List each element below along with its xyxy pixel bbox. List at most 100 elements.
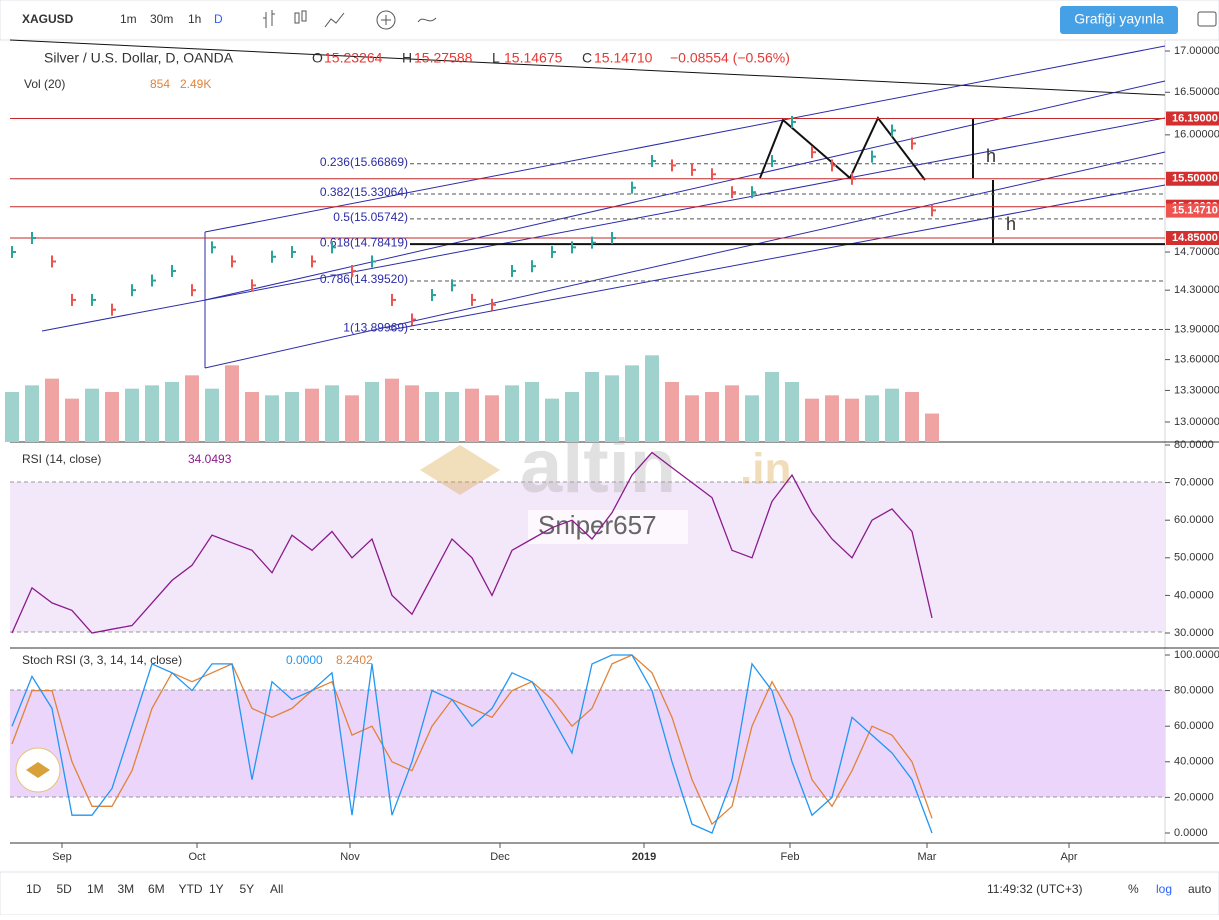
interval[interactable]: D	[214, 12, 223, 26]
stoch-band	[10, 690, 1165, 797]
y-tick-label: 40.0000	[1174, 756, 1214, 768]
volume-bar	[545, 398, 559, 442]
range-button[interactable]: 1Y	[209, 882, 224, 896]
volume-bar	[485, 395, 499, 442]
y-tick-label: 80.0000	[1174, 685, 1214, 697]
volume-bar	[865, 395, 879, 442]
volume-bar	[385, 378, 399, 442]
pct-toggle[interactable]: %	[1128, 882, 1139, 896]
fib-label: 0.786(14.39520)	[320, 272, 408, 286]
volume-bar	[925, 413, 939, 442]
y-tick-label: 20.0000	[1174, 791, 1214, 803]
legend-name: Silver / U.S. Dollar, D, OANDA	[44, 50, 234, 66]
volume-bar	[785, 382, 799, 442]
volume-bar	[565, 392, 579, 442]
volume-bar	[205, 388, 219, 442]
toolbar-icons	[263, 10, 1217, 30]
volume-bar	[585, 372, 599, 442]
volume-bar	[765, 372, 779, 442]
range-button[interactable]: YTD	[179, 882, 203, 896]
y-tick-label: 40.0000	[1174, 589, 1214, 601]
range-button[interactable]: 5D	[57, 882, 73, 896]
y-tick-label: 16.50000	[1174, 86, 1219, 98]
legend-key: O	[312, 50, 323, 66]
interval[interactable]: 30m	[150, 12, 173, 26]
level-label: 15.14710	[1172, 205, 1218, 217]
volume-bar	[465, 388, 479, 442]
range-button[interactable]: 1M	[87, 882, 104, 896]
fib-label: 0.5(15.05742)	[333, 210, 408, 224]
volume-bar	[445, 392, 459, 442]
interval[interactable]: 1m	[120, 12, 137, 26]
level-tag	[1166, 171, 1219, 186]
range-button[interactable]: 5Y	[240, 882, 255, 896]
volume-bar	[25, 385, 39, 442]
x-tick-label: Feb	[781, 851, 800, 863]
range-button[interactable]: All	[270, 882, 283, 896]
volume-bar	[725, 385, 739, 442]
x-tick-label: Apr	[1060, 851, 1077, 863]
volume-bar	[225, 365, 239, 442]
interval[interactable]: 1h	[188, 12, 201, 26]
y-tick-label: 60.0000	[1174, 720, 1214, 732]
clock: 11:49:32 (UTC+3)	[987, 882, 1083, 896]
publish-label[interactable]: Grafiği yayınla	[1074, 11, 1164, 27]
watermark-tld: .in	[740, 445, 791, 494]
volume-bar	[165, 382, 179, 442]
x-tick-label: Nov	[340, 851, 360, 863]
range-button[interactable]: 1D	[26, 882, 42, 896]
level-label: 15.50000	[1172, 173, 1218, 185]
legend-key: H	[402, 50, 412, 66]
volume-bar	[845, 398, 859, 442]
level-tag	[1166, 111, 1219, 126]
y-tick-label: 70.0000	[1174, 477, 1214, 489]
stoch-d-line	[11, 654, 933, 826]
volume-bar	[245, 392, 259, 442]
y-tick-label: 0.0000	[1174, 827, 1208, 839]
auto-toggle[interactable]: auto	[1188, 882, 1212, 896]
volume-bar	[325, 385, 339, 442]
log-toggle[interactable]: log	[1156, 882, 1172, 896]
legend-value: 15.23264	[324, 50, 383, 66]
volume-bar	[605, 375, 619, 442]
y-tick-label: 60.0000	[1174, 514, 1214, 526]
x-tick-label: Oct	[188, 851, 205, 863]
range-button[interactable]: 6M	[148, 882, 165, 896]
fib-label: 0.382(15.33064)	[320, 185, 408, 199]
legend-value: 15.14675	[504, 50, 563, 66]
stoch-k-line	[11, 654, 933, 834]
x-tick-label: Sep	[52, 851, 72, 863]
volume-bar	[285, 392, 299, 442]
range-button[interactable]: 3M	[118, 882, 135, 896]
y-tick-label: 100.0000	[1174, 649, 1219, 661]
legend-value: 15.27588	[414, 50, 473, 66]
y-tick-label: 50.0000	[1174, 552, 1214, 564]
rsi-band	[10, 482, 1165, 632]
volume-bar	[105, 392, 119, 442]
fib-label: 1(13.89969)	[343, 321, 408, 335]
y-tick-label: 16.00000	[1174, 129, 1219, 141]
toolbar	[0, 0, 1219, 41]
y-tick-label: 13.60000	[1174, 354, 1219, 366]
x-tick-label: Dec	[490, 851, 510, 863]
volume-bar	[305, 388, 319, 442]
volume-bar	[365, 382, 379, 442]
level-tag	[1166, 230, 1219, 245]
x-tick-label: Mar	[918, 851, 937, 863]
stoch-k-value: 0.0000	[286, 653, 323, 667]
volume-bar	[885, 388, 899, 442]
volume-bar	[525, 382, 539, 442]
volume-bar	[45, 378, 59, 442]
volume-bar	[185, 375, 199, 442]
y-tick-label: 30.0000	[1174, 627, 1214, 639]
publish-button[interactable]	[1060, 6, 1178, 34]
symbol[interactable]: XAGUSD	[22, 12, 74, 26]
volume-bar	[265, 395, 279, 442]
volume-bar	[665, 382, 679, 442]
y-tick-label: 17.00000	[1174, 45, 1219, 57]
volume-bar	[685, 395, 699, 442]
watermark-user: Sniper657	[538, 510, 657, 540]
volume-bar	[145, 385, 159, 442]
volume-bar	[825, 395, 839, 442]
